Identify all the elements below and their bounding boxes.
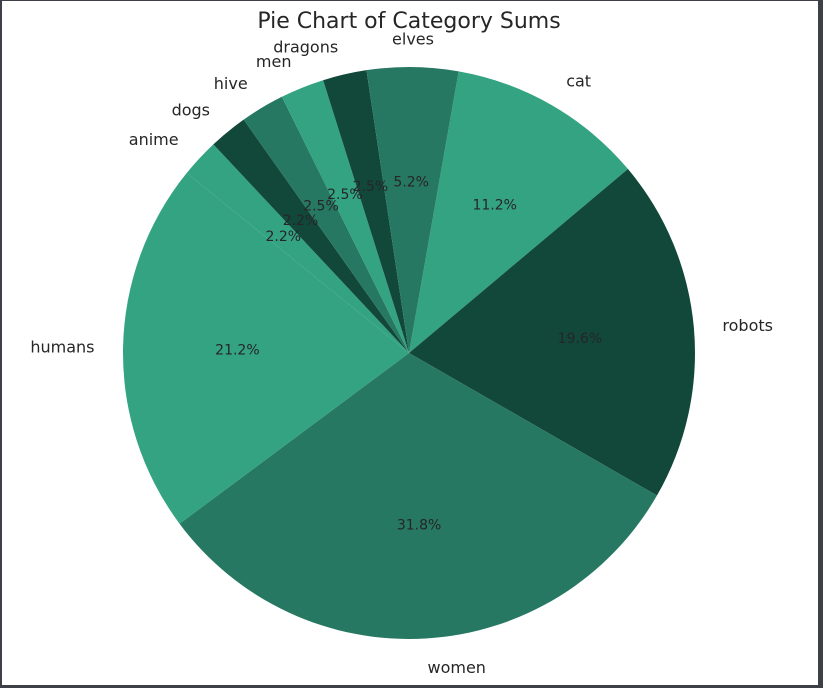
pie-slice-cat [409, 71, 628, 353]
pie-slice-anime [186, 144, 409, 353]
pie-labels: cat 11.2% robots 19.6% women 31.8% humans 21.2%… [30, 29, 773, 677]
pie-slice-women [179, 353, 657, 639]
pie-label-humans: humans [30, 338, 94, 357]
pie-slice-humans [122, 173, 410, 524]
pie-percent-men: 2.5% [327, 187, 363, 203]
pie-percent-dragons: 2.5% [353, 179, 389, 195]
chart-title: Pie Chart of Category Sums [257, 9, 560, 34]
pie-label-dogs: dogs [172, 100, 210, 119]
pie-percent-humans: 21.2% [215, 343, 259, 359]
pie-percent-robots: 19.6% [558, 331, 602, 347]
pie-slices [122, 66, 695, 639]
pie-percent-hive: 2.5% [303, 199, 339, 215]
pie-percent-anime: 2.2% [266, 229, 302, 245]
pie-label-women: women [428, 658, 486, 677]
pie-percent-elves: 5.2% [393, 174, 429, 190]
pie-percent-women: 31.8% [397, 517, 441, 533]
pie-slice-robots [409, 169, 695, 496]
pie-label-men: men [256, 52, 292, 71]
pie-percent-cat: 11.2% [472, 197, 516, 213]
pie-slice-elves [366, 66, 459, 353]
pie-slice-hive [243, 96, 409, 353]
pie-label-cat: cat [566, 72, 591, 91]
pie-label-anime: anime [129, 130, 179, 149]
pie-label-robots: robots [722, 316, 773, 335]
pie-label-dragons: dragons [273, 38, 338, 57]
pie-slice-men [281, 80, 409, 353]
pie-percent-dogs: 2.2% [283, 213, 319, 229]
pie-label-hive: hive [214, 74, 248, 93]
pie-slice-dragons [323, 70, 409, 354]
pie-slice-dogs [213, 119, 409, 354]
pie-label-elves: elves [392, 29, 434, 48]
